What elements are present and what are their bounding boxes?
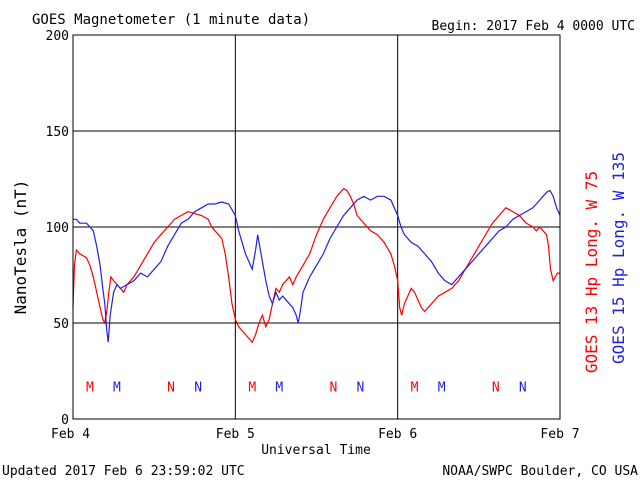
- plot-frame: [72, 34, 561, 420]
- marker-m: M: [275, 380, 283, 395]
- marker-n: N: [329, 380, 337, 395]
- begin-time-label: Begin: 2017 Feb 4 0000 UTC: [432, 19, 636, 34]
- chart-title: GOES Magnetometer (1 minute data): [32, 12, 310, 28]
- legend-goes13: GOES 13 Hp Long. W 75: [582, 171, 601, 373]
- y-tick-label: 200: [46, 29, 69, 44]
- marker-m: M: [411, 380, 419, 395]
- legend-goes15: GOES 15 Hp Long. W 135: [609, 152, 628, 364]
- marker-n: N: [492, 380, 500, 395]
- x-axis-ticks: Feb 4 Feb 5 Feb 6 Feb 7: [51, 427, 580, 442]
- marker-n: N: [357, 380, 365, 395]
- marker-m: M: [438, 380, 446, 395]
- marker-n: N: [519, 380, 527, 395]
- marker-m: M: [113, 380, 121, 395]
- credit-text: NOAA/SWPC Boulder, CO USA: [442, 464, 638, 479]
- x-tick-label: Feb 5: [216, 427, 255, 442]
- y-tick-label: 100: [46, 221, 69, 236]
- x-tick-label: Feb 6: [378, 427, 417, 442]
- y-axis-label: NanoTesla (nT): [11, 180, 30, 315]
- marker-n: N: [167, 380, 175, 395]
- grid-lines: [72, 34, 561, 420]
- marker-m: M: [86, 380, 94, 395]
- marker-n: N: [194, 380, 202, 395]
- series-lines: [72, 187, 561, 344]
- marker-m: M: [248, 380, 256, 395]
- y-axis-ticks: 0 50 100 150 200: [46, 29, 69, 428]
- x-tick-label: Feb 4: [51, 427, 90, 442]
- y-tick-label: 150: [46, 125, 69, 140]
- x-axis-label: Universal Time: [261, 443, 371, 458]
- x-tick-label: Feb 7: [540, 427, 579, 442]
- series-line-goes15: [73, 189, 561, 343]
- y-tick-label: 0: [61, 413, 69, 428]
- y-tick-label: 50: [53, 317, 69, 332]
- updated-timestamp: Updated 2017 Feb 6 23:59:02 UTC: [2, 464, 245, 479]
